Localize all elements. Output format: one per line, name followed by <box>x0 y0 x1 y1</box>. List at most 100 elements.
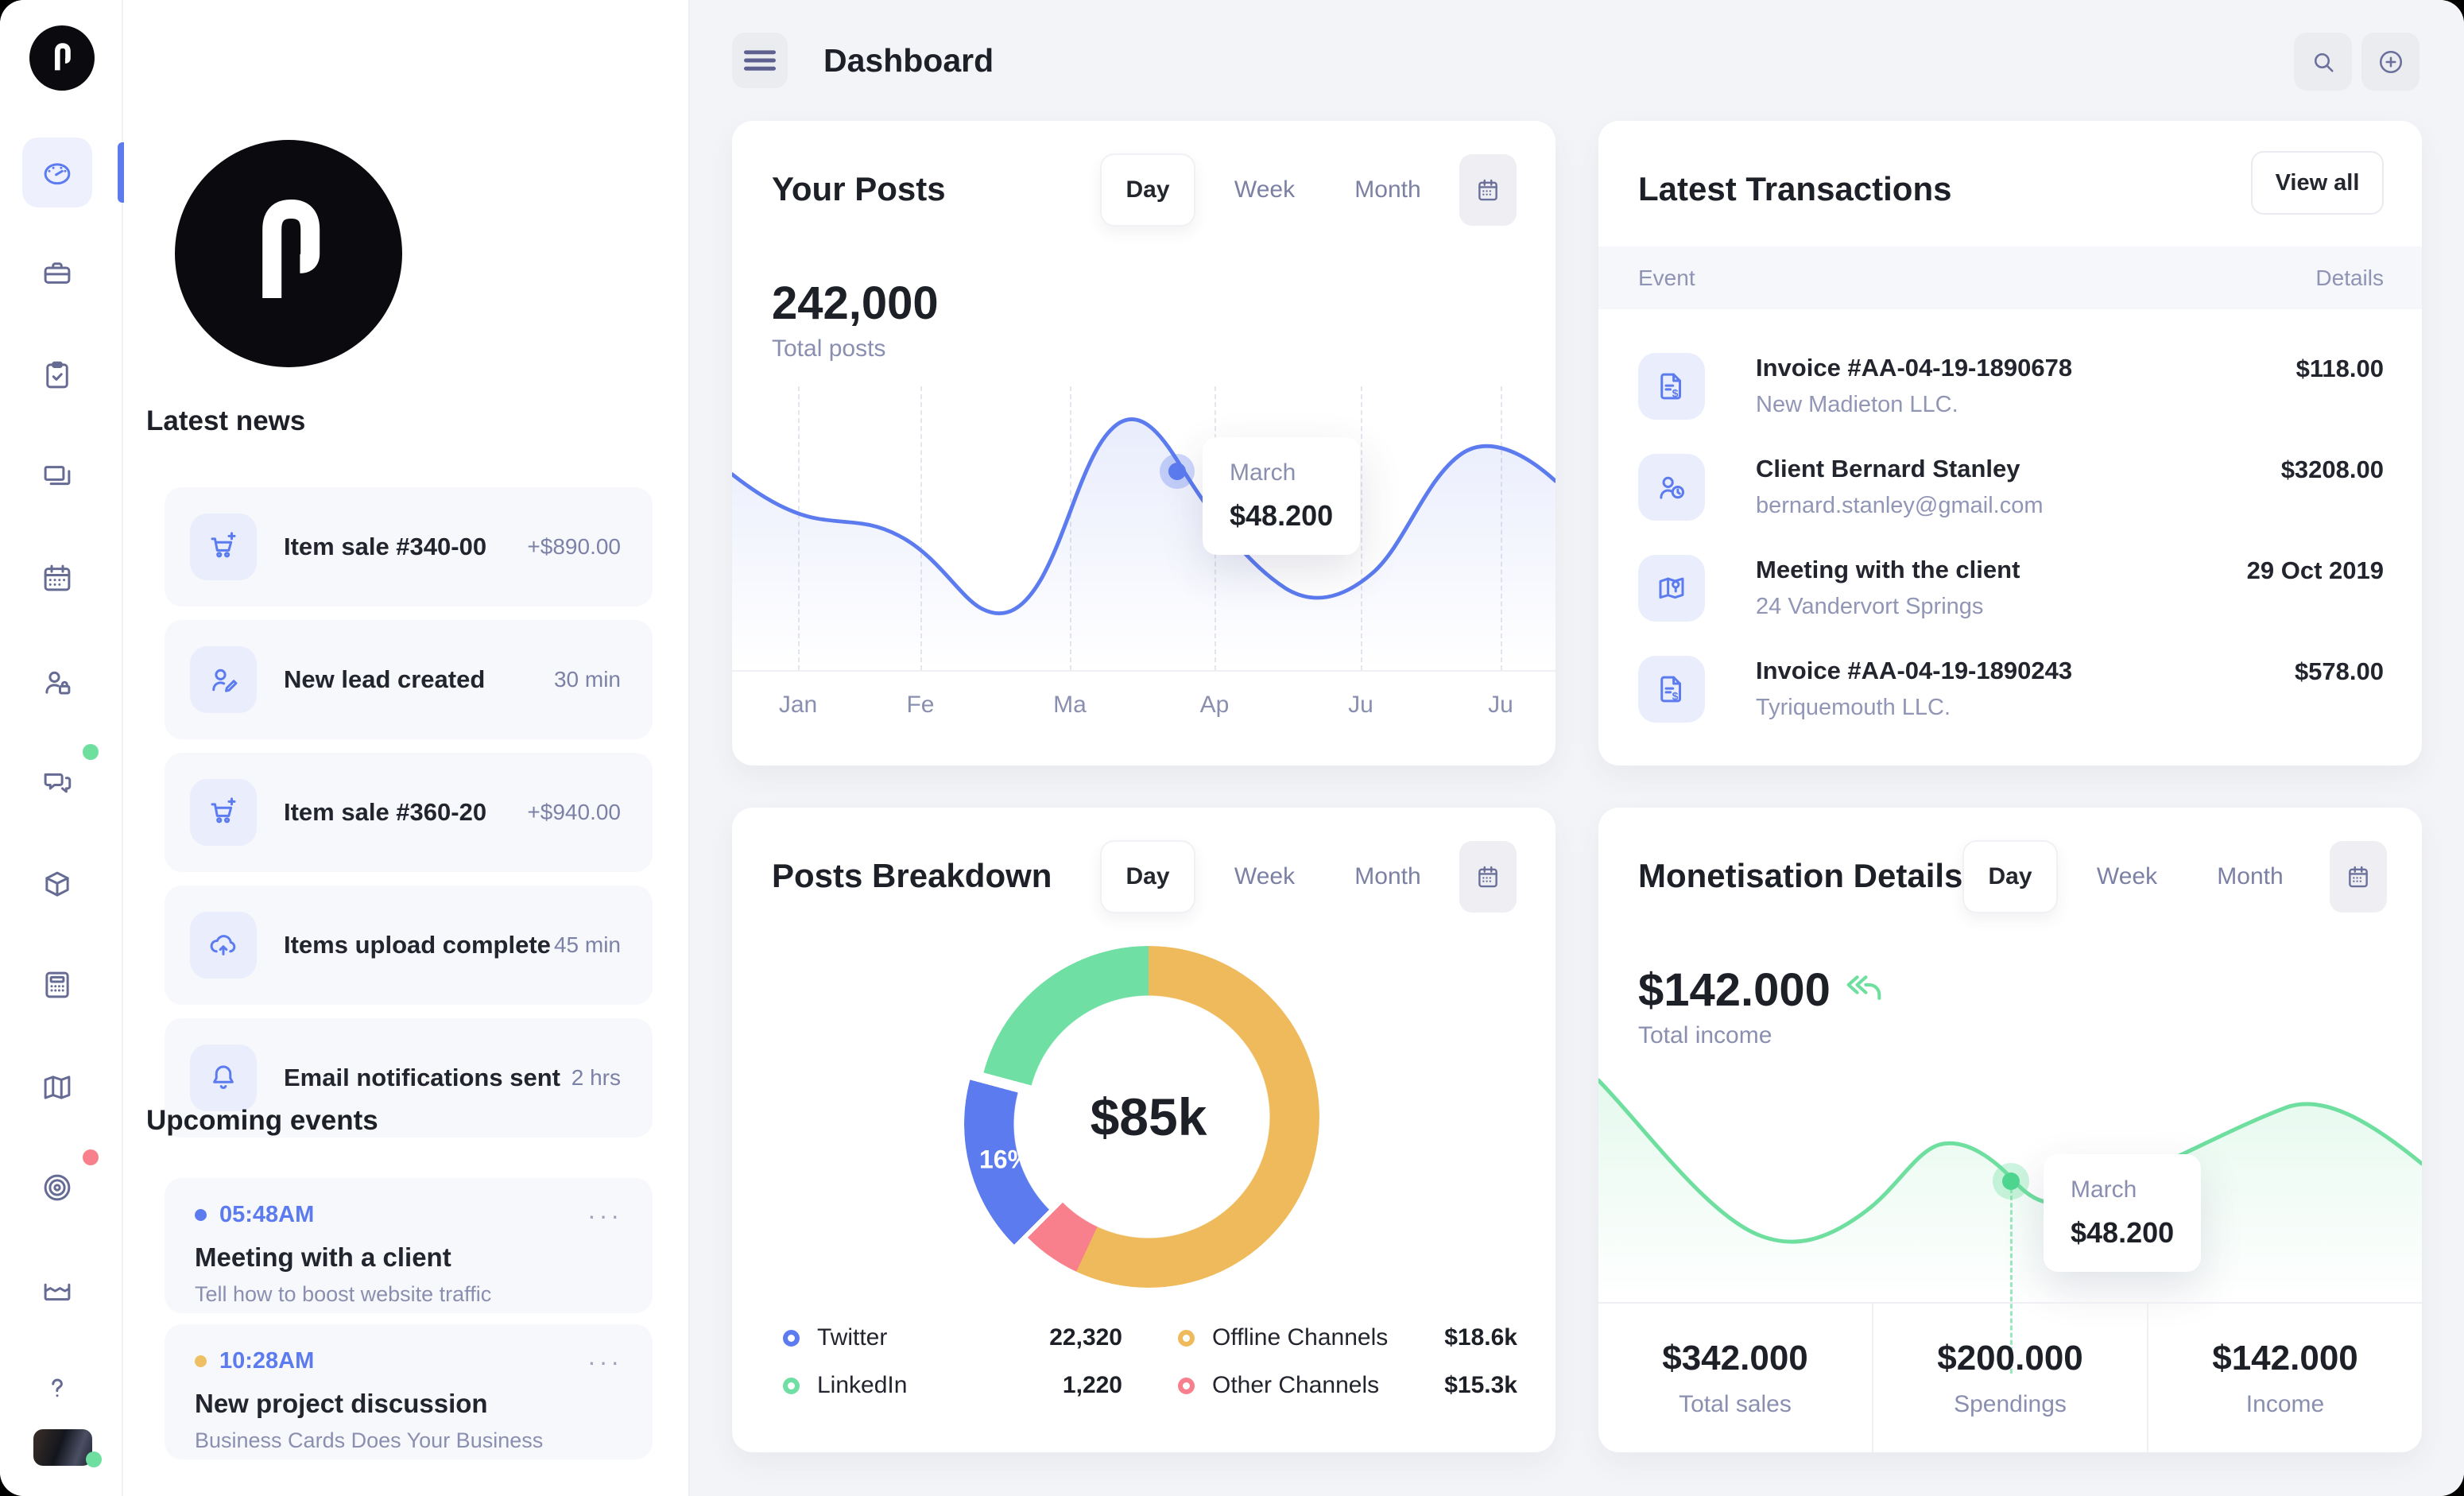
chart-tooltip: March $48.200 <box>2044 1154 2202 1272</box>
speedometer-icon <box>44 163 71 185</box>
sidebar-item-projects[interactable] <box>22 238 92 308</box>
event-subtitle: Tell how to boost website traffic <box>195 1282 492 1306</box>
news-item[interactable]: New lead created 30 min <box>165 620 653 739</box>
donut-exploded-slice <box>964 953 1306 1295</box>
card-title: Posts Breakdown <box>772 857 1052 894</box>
table-row[interactable]: Meeting with the client 24 Vandervort Sp… <box>1598 537 2422 638</box>
calendar-icon <box>1478 179 1497 201</box>
secondary-sidebar: Latest news Item sale #340-00 +$890.00 N… <box>125 0 690 1496</box>
stat-spendings: $200.000 Spendings <box>1872 1304 2148 1452</box>
sidebar-item-messages[interactable] <box>22 744 99 817</box>
menu-toggle-button[interactable] <box>732 33 788 88</box>
sidebar-item-windows[interactable] <box>22 441 92 511</box>
event-time: 05:48AM <box>219 1202 315 1227</box>
legend-item-twitter: Twitter 22,320 <box>783 1324 1122 1351</box>
sidebar-item-clients[interactable] <box>22 647 92 717</box>
income-stats-row: $342.000 Total sales $200.000 Spendings … <box>1598 1302 2422 1452</box>
chart-highlight-dot <box>2002 1172 2020 1190</box>
transaction-detail: $118.00 <box>2295 355 2384 382</box>
avatar-status-dot <box>86 1451 102 1467</box>
clipboard-check-icon <box>46 361 68 389</box>
cart-plus-icon <box>190 514 257 580</box>
user-avatar[interactable] <box>33 1429 102 1467</box>
posts-line-chart[interactable] <box>732 382 1555 670</box>
event-title: Meeting with a client <box>195 1242 451 1272</box>
transaction-detail: $578.00 <box>2294 657 2384 685</box>
sidebar-item-targets[interactable] <box>22 1149 99 1223</box>
tab-day[interactable]: Day <box>1100 840 1195 913</box>
tooltip-value: $48.200 <box>2071 1216 2175 1249</box>
legend-marker <box>783 1377 800 1394</box>
monetisation-card: Monetisation Details Day Week Month $142… <box>1598 808 2422 1452</box>
total-posts-value: 242,000 <box>772 277 939 329</box>
table-row[interactable]: Client Bernard Stanley bernard.stanley@g… <box>1598 436 2422 537</box>
tab-week[interactable]: Week <box>1234 863 1296 889</box>
calendar-icon <box>1478 866 1497 888</box>
legend-item-offline: Offline Channels $18.6k <box>1178 1324 1517 1351</box>
calendar-picker-button[interactable] <box>2330 841 2387 913</box>
transaction-subtitle: Tyriquemouth LLC. <box>1756 695 1951 720</box>
news-item[interactable]: Email notifications sent 2 hrs <box>165 1018 653 1138</box>
donut-legend: Twitter 22,320 Offline Channels $18.6k L… <box>783 1324 1517 1399</box>
search-icon <box>2314 52 2334 72</box>
layers-icon <box>44 466 71 486</box>
tab-month[interactable]: Month <box>1354 863 1421 889</box>
stat-income: $142.000 Income <box>2212 1338 2358 1417</box>
legend-marker <box>1178 1377 1195 1394</box>
invoice-dollar-icon: $ <box>1638 655 1705 723</box>
news-item[interactable]: Item sale #340-00 +$890.00 <box>165 487 653 607</box>
tab-week[interactable]: Week <box>1234 176 1296 203</box>
news-meta: +$940.00 <box>527 800 621 824</box>
search-button[interactable] <box>2294 33 2352 91</box>
event-item[interactable]: 05:48AM ··· Meeting with a client Tell h… <box>165 1178 653 1313</box>
x-tick: Fe <box>906 692 935 718</box>
view-all-button[interactable]: View all <box>2251 151 2384 215</box>
news-item[interactable]: Item sale #360-20 +$940.00 <box>165 753 653 872</box>
calculator-icon <box>45 971 69 998</box>
table-row[interactable]: $ Invoice #AA-04-19-1890678 New Madieton… <box>1598 335 2422 436</box>
ellipsis-menu-icon[interactable]: ··· <box>587 1347 622 1376</box>
tab-month[interactable]: Month <box>1354 176 1421 203</box>
sidebar-item-calendar[interactable] <box>22 543 92 613</box>
sidebar-item-reports[interactable] <box>22 1257 92 1327</box>
event-color-dot <box>195 1209 207 1221</box>
tab-week[interactable]: Week <box>2096 863 2158 889</box>
event-item[interactable]: 10:28AM ··· New project discussion Busin… <box>165 1324 653 1459</box>
cube-icon <box>45 871 69 897</box>
sidebar-item-products[interactable] <box>22 850 92 920</box>
transaction-title: Meeting with the client <box>1756 556 2020 583</box>
sidebar-item-dashboard[interactable] <box>22 138 92 207</box>
targets-status-dot <box>83 1149 99 1165</box>
transaction-subtitle: New Madieton LLC. <box>1756 392 1958 417</box>
table-row[interactable]: $ Invoice #AA-04-19-1890243 Tyriquemouth… <box>1598 638 2422 739</box>
axis-divider <box>732 670 1555 672</box>
news-item[interactable]: Items upload complete 45 min <box>165 886 653 1005</box>
chart-tooltip: March $48.200 <box>1203 437 1361 555</box>
reply-all-icon <box>1841 967 1887 1013</box>
x-tick: Ju <box>1488 692 1513 718</box>
tab-day[interactable]: Day <box>1100 153 1195 227</box>
legend-item-linkedin: LinkedIn 1,220 <box>783 1372 1122 1399</box>
target-icon <box>44 1174 71 1201</box>
calendar-picker-button[interactable] <box>1459 841 1517 913</box>
latest-transactions-card: Latest Transactions View all Event Detai… <box>1598 121 2422 765</box>
user-clock-icon <box>1638 453 1705 521</box>
calendar-picker-button[interactable] <box>1459 154 1517 226</box>
brand-logo-small[interactable] <box>29 25 95 91</box>
tab-month[interactable]: Month <box>2217 863 2284 889</box>
active-nav-indicator <box>118 142 124 203</box>
ellipsis-menu-icon[interactable]: ··· <box>587 1200 622 1230</box>
sidebar-item-help[interactable] <box>22 1354 92 1424</box>
event-time: 10:28AM <box>219 1348 315 1374</box>
total-posts-label: Total posts <box>772 335 886 362</box>
hamburger-icon <box>744 50 776 71</box>
column-details: Details <box>2315 265 2384 290</box>
tab-day[interactable]: Day <box>1962 840 2058 913</box>
calendar-icon <box>2349 866 2368 888</box>
add-button[interactable] <box>2361 33 2419 91</box>
posts-donut-chart[interactable]: $85k 16% <box>964 946 1319 1295</box>
sidebar-item-calculator[interactable] <box>22 950 92 1020</box>
sidebar-item-map[interactable] <box>22 1052 92 1122</box>
sidebar-item-tasks[interactable] <box>22 340 92 410</box>
legend-marker <box>1178 1329 1195 1347</box>
